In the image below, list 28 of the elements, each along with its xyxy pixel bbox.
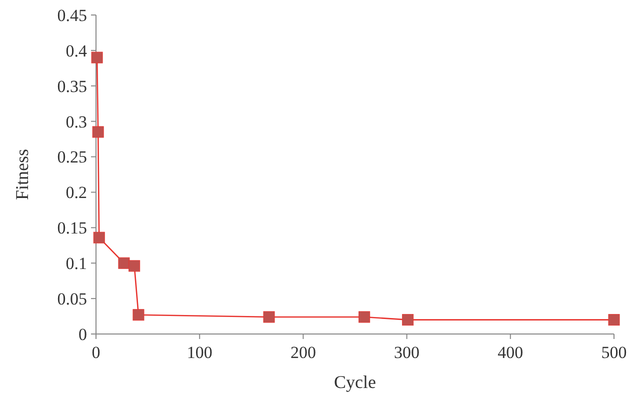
y-tick-label: 0.2: [66, 183, 87, 202]
x-tick-label: 0: [92, 343, 100, 362]
y-tick-label: 0.3: [66, 112, 87, 132]
point: [358, 311, 370, 323]
point: [608, 314, 620, 326]
x-tick-label: 100: [186, 343, 212, 362]
point: [93, 232, 105, 244]
y-tick-label: 0.45: [57, 6, 87, 25]
y-tick-label: 0.05: [57, 290, 87, 309]
point: [92, 126, 104, 138]
y-tick-label: 0.4: [66, 41, 88, 60]
x-tick-label: 500: [601, 343, 627, 362]
point: [132, 309, 144, 321]
y-tick-label: 0.15: [57, 218, 87, 238]
x-tick-label: 200: [290, 343, 316, 362]
y-tick-label: 0: [78, 324, 87, 344]
x-tick-label: 400: [498, 343, 524, 362]
point: [128, 260, 140, 272]
point: [91, 52, 103, 64]
point: [263, 311, 275, 323]
x-tick-label: 300: [394, 343, 420, 362]
y-tick-label: 0.35: [57, 76, 87, 96]
y-tick-label: 0.25: [57, 148, 87, 167]
y-tick-label: 0.1: [66, 254, 87, 274]
x-axis-title: Cycle: [334, 372, 376, 392]
y-axis-title: Fitness: [12, 148, 32, 200]
point: [118, 257, 130, 269]
point: [402, 314, 414, 326]
